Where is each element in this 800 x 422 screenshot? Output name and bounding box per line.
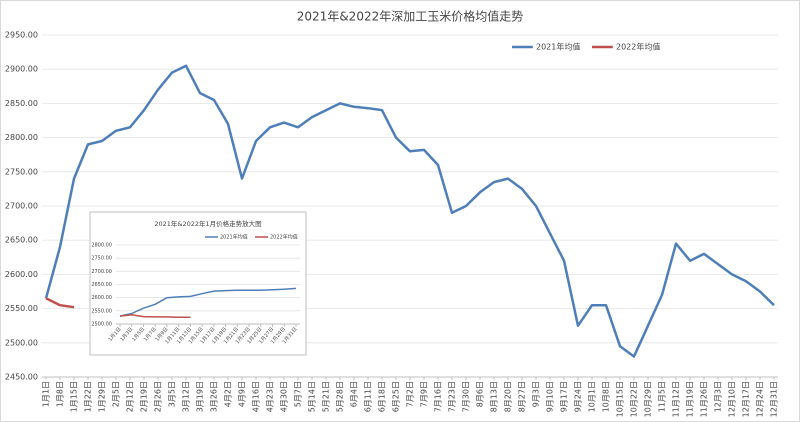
x-tick-label: 11月26日 xyxy=(700,381,709,417)
x-tick-label: 2月5日 xyxy=(112,381,121,407)
x-tick-label: 4月23日 xyxy=(266,381,275,412)
x-tick-label: 2月12日 xyxy=(126,381,135,412)
x-tick-label: 1月8日 xyxy=(56,381,65,407)
x-tick-label: 3月12日 xyxy=(182,381,191,412)
y-tick-label: 2600.00 xyxy=(91,295,112,301)
x-tick-label: 7月9日 xyxy=(420,381,429,407)
x-tick-label: 10月15日 xyxy=(616,381,625,417)
y-tick-label: 2500.00 xyxy=(91,322,112,328)
legend-label: 2021年均值 xyxy=(220,234,248,241)
x-tick-label: 3月26日 xyxy=(210,381,219,412)
series-line xyxy=(45,297,75,309)
y-tick-label: 2750.00 xyxy=(5,167,38,176)
x-tick-label: 6月11日 xyxy=(364,381,373,412)
x-tick-label: 8月27日 xyxy=(518,381,527,412)
y-tick-label: 2800.00 xyxy=(5,133,38,142)
x-tick-label: 11月5日 xyxy=(658,381,667,412)
y-tick-label: 2750.00 xyxy=(91,256,112,262)
x-tick-label: 11月12日 xyxy=(672,381,681,417)
x-tick-label: 10月1日 xyxy=(588,381,597,412)
chart-title: 2021年&2022年深加工玉米价格均值走势 xyxy=(297,9,523,24)
x-tick-label: 4月2日 xyxy=(224,381,233,407)
x-tick-label: 2月19日 xyxy=(140,381,149,412)
x-tick-label: 6月25日 xyxy=(392,381,401,412)
legend-label: 2021年均值 xyxy=(536,42,580,52)
y-tick-label: 2650.00 xyxy=(5,236,38,245)
x-tick-label: 1月15日 xyxy=(70,381,79,412)
y-tick-label: 2850.00 xyxy=(5,99,38,108)
x-tick-label: 10月29日 xyxy=(644,381,653,417)
x-tick-label: 4月30日 xyxy=(280,381,289,412)
x-tick-label: 9月10日 xyxy=(546,381,555,412)
series-line xyxy=(44,64,775,358)
x-tick-label: 8月6日 xyxy=(476,381,485,407)
y-tick-label: 2800.00 xyxy=(91,243,112,249)
x-tick-label: 9月17日 xyxy=(560,381,569,412)
x-tick-label: 11月19日 xyxy=(686,381,695,417)
y-tick-label: 2500.00 xyxy=(5,338,38,347)
x-tick-label: 12月3日 xyxy=(714,381,723,412)
y-tick-label: 2650.00 xyxy=(91,282,112,288)
x-tick-label: 10月22日 xyxy=(630,381,639,417)
x-tick-label: 6月18日 xyxy=(378,381,387,412)
x-tick-label: 12月10日 xyxy=(728,381,737,417)
x-tick-label: 12月24日 xyxy=(756,381,765,417)
x-tick-label: 8月13日 xyxy=(490,381,499,412)
y-tick-label: 2450.00 xyxy=(5,373,38,382)
y-tick-label: 2950.00 xyxy=(5,31,38,40)
x-tick-label: 2月26日 xyxy=(154,381,163,412)
y-tick-label: 2700.00 xyxy=(5,202,38,211)
x-tick-label: 5月21日 xyxy=(322,381,331,412)
x-tick-label: 4月9日 xyxy=(238,381,247,407)
x-tick-label: 7月30日 xyxy=(462,381,471,412)
x-tick-label: 7月16日 xyxy=(434,381,443,412)
legend-label: 2022年均值 xyxy=(616,42,660,52)
series-line xyxy=(119,287,297,317)
chart-title: 2021年&2022年1月价格走势放大图 xyxy=(154,219,261,228)
inset-frame xyxy=(89,211,307,356)
x-tick-label: 1月1日 xyxy=(42,381,51,407)
x-tick-label: 12月17日 xyxy=(742,381,751,417)
x-tick-label: 9月3日 xyxy=(532,381,541,407)
y-tick-label: 2900.00 xyxy=(5,65,38,74)
x-tick-label: 9月24日 xyxy=(574,381,583,412)
x-tick-label: 6月4日 xyxy=(350,381,359,407)
y-tick-label: 2550.00 xyxy=(5,304,38,313)
x-tick-label: 5月14日 xyxy=(308,381,317,412)
x-tick-label: 8月20日 xyxy=(504,381,513,412)
x-tick-label: 4月16日 xyxy=(252,381,261,412)
x-tick-label: 12月31日 xyxy=(770,381,779,417)
legend-label: 2022年均值 xyxy=(270,234,298,241)
x-tick-label: 7月23日 xyxy=(448,381,457,412)
x-tick-label: 7月2日 xyxy=(406,381,415,407)
x-tick-label: 1月22日 xyxy=(84,381,93,412)
x-tick-label: 1月29日 xyxy=(98,381,107,412)
series-line xyxy=(119,314,191,318)
y-tick-label: 2600.00 xyxy=(5,270,38,279)
y-tick-label: 2550.00 xyxy=(91,308,112,314)
x-tick-label: 10月8日 xyxy=(602,381,611,412)
x-tick-label: 5月7日 xyxy=(294,381,303,407)
x-tick-label: 3月5日 xyxy=(168,381,177,407)
x-tick-label: 3月19日 xyxy=(196,381,205,412)
x-tick-label: 5月28日 xyxy=(336,381,345,412)
y-tick-label: 2700.00 xyxy=(91,269,112,275)
